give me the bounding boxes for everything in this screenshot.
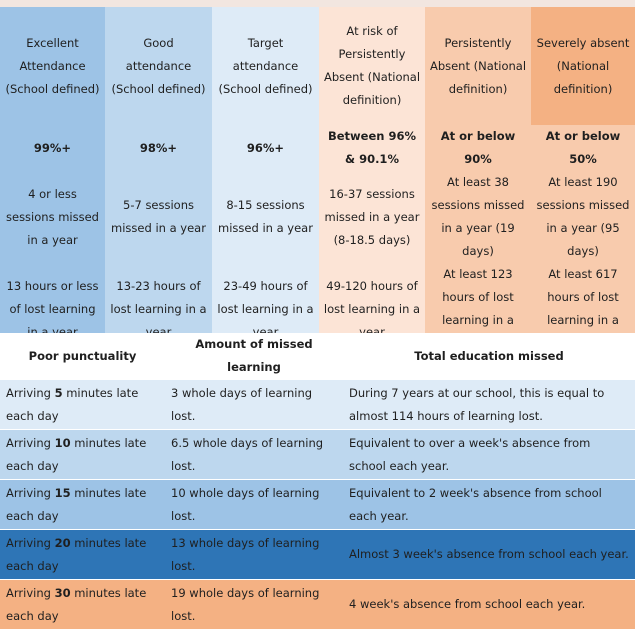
rate-cell: At or below 50% <box>531 125 635 171</box>
total-cell: Equivalent to over a week's absence from… <box>343 430 635 480</box>
attendance-table: Excellent Attendance (School defined)Goo… <box>0 7 635 355</box>
minutes: 15 <box>55 486 71 500</box>
prefix: Arriving <box>6 436 55 450</box>
prefix: Arriving <box>6 586 55 600</box>
total-cell: Almost 3 week's absence from school each… <box>343 530 635 580</box>
rate-cell: 99%+ <box>0 125 105 171</box>
punctuality-cell: Arriving 30 minutes late each day <box>0 580 165 629</box>
column-header: Amount of missed learning <box>165 333 343 380</box>
minutes: 10 <box>55 436 71 450</box>
punctuality-cell: Arriving 15 minutes late each day <box>0 480 165 530</box>
prefix: Arriving <box>6 536 55 550</box>
minutes: 20 <box>55 536 71 550</box>
total-cell: Equivalent to 2 week's absence from scho… <box>343 480 635 530</box>
headers-row: Excellent Attendance (School defined)Goo… <box>0 7 635 125</box>
rate-cell: At or below 90% <box>425 125 531 171</box>
page: Excellent Attendance (School defined)Goo… <box>0 0 635 613</box>
session-cell: 4 or less sessions missed in a year <box>0 171 105 263</box>
session-cell: 5-7 sessions missed in a year <box>105 171 212 263</box>
rates-row: 99%+98%+96%+Between 96% & 90.1%At or bel… <box>0 125 635 171</box>
punctuality-cell: Arriving 10 minutes late each day <box>0 430 165 480</box>
rate-cell: 96%+ <box>212 125 319 171</box>
punctuality-cell: Arriving 5 minutes late each day <box>0 380 165 430</box>
session-cell: 16-37 sessions missed in a year (8-18.5 … <box>319 171 425 263</box>
prefix: Arriving <box>6 386 55 400</box>
session-cell: At least 190 sessions missed in a year (… <box>531 171 635 263</box>
missed-cell: 3 whole days of learning lost. <box>165 380 343 430</box>
header-cell: Excellent Attendance (School defined) <box>0 7 105 125</box>
minutes: 30 <box>55 586 71 600</box>
top-strip <box>0 0 635 7</box>
missed-cell: 13 whole days of learning lost. <box>165 530 343 580</box>
missed-cell: 6.5 whole days of learning lost. <box>165 430 343 480</box>
missed-cell: 19 whole days of learning lost. <box>165 580 343 629</box>
punctuality-cell: Arriving 20 minutes late each day <box>0 530 165 580</box>
rate-cell: Between 96% & 90.1% <box>319 125 425 171</box>
minutes: 5 <box>55 386 63 400</box>
session-cell: 8-15 sessions missed in a year <box>212 171 319 263</box>
rate-cell: 98%+ <box>105 125 212 171</box>
session-cell: At least 38 sessions missed in a year (1… <box>425 171 531 263</box>
header-cell: Severely absent (National definition) <box>531 7 635 125</box>
header-cell: Target attendance (School defined) <box>212 7 319 125</box>
prefix: Arriving <box>6 486 55 500</box>
column-header: Total education missed <box>343 333 635 380</box>
header-cell: Persistently Absent (National definition… <box>425 7 531 125</box>
total-cell: During 7 years at our school, this is eq… <box>343 380 635 430</box>
header-cell: Good attendance (School defined) <box>105 7 212 125</box>
missed-cell: 10 whole days of learning lost. <box>165 480 343 530</box>
total-cell: 4 week's absence from school each year. <box>343 580 635 629</box>
header-cell: At risk of Persistently Absent (National… <box>319 7 425 125</box>
column-header: Poor punctuality <box>0 333 165 380</box>
